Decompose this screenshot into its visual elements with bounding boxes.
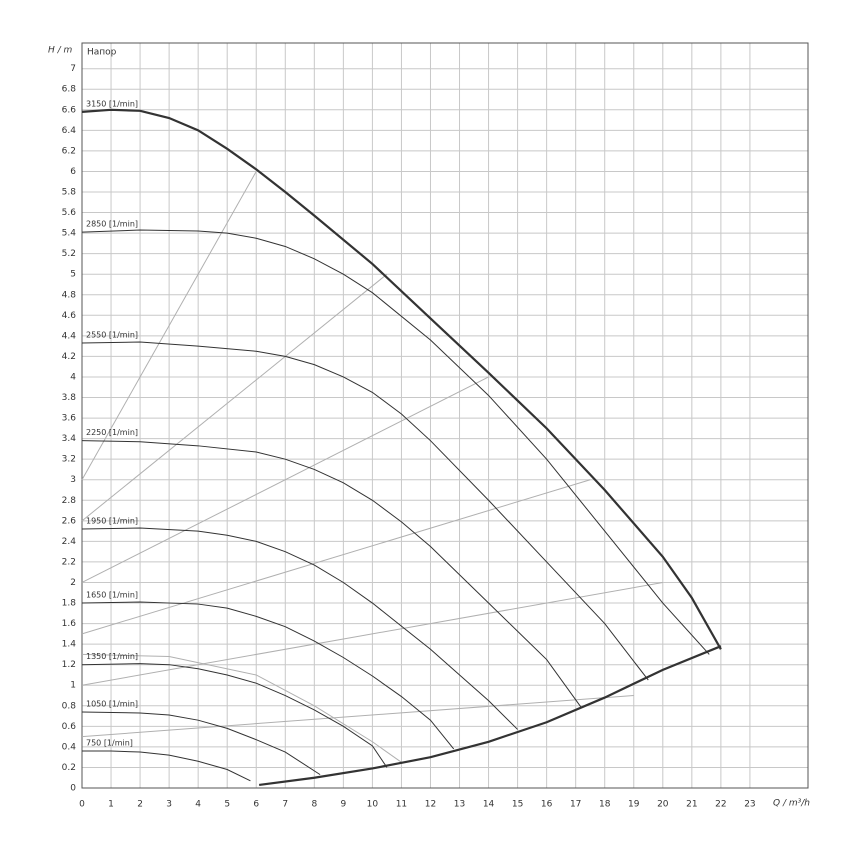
y-tick-label: 3 bbox=[70, 475, 76, 485]
speed-curve bbox=[81, 108, 722, 650]
y-tick-label: 0.6 bbox=[62, 722, 77, 732]
y-tick-label: 1.6 bbox=[62, 619, 77, 629]
x-tick-label: 7 bbox=[282, 800, 288, 810]
y-tick-label: 5.6 bbox=[62, 208, 77, 218]
y-tick-label: 2 bbox=[70, 578, 76, 588]
y-tick-label: 4.8 bbox=[62, 290, 77, 300]
y-tick-label: 2.6 bbox=[62, 516, 77, 526]
speed-curve bbox=[81, 601, 455, 750]
x-tick-label: 19 bbox=[628, 800, 640, 810]
x-tick-label: 5 bbox=[224, 800, 230, 810]
curve-label: 1950 [1/min] bbox=[86, 517, 138, 526]
y-tick-label: 4 bbox=[70, 372, 76, 382]
x-tick-label: 10 bbox=[367, 800, 379, 810]
y-tick-label: 0.2 bbox=[62, 763, 76, 773]
x-tick-label: 23 bbox=[744, 800, 755, 810]
guide-line bbox=[81, 695, 634, 738]
guide-line bbox=[81, 376, 489, 583]
guide-line bbox=[81, 581, 663, 686]
x-tick-label: 3 bbox=[166, 800, 172, 810]
guide-line bbox=[81, 479, 591, 635]
x-tick-label: 21 bbox=[686, 800, 697, 810]
curve-label: 2550 [1/min] bbox=[86, 331, 138, 340]
curve-label: 750 [1/min] bbox=[86, 739, 133, 748]
y-tick-label: 5.4 bbox=[62, 229, 77, 239]
x-tick-label: 9 bbox=[340, 800, 346, 810]
speed-curve bbox=[81, 527, 518, 730]
y-tick-label: 1.4 bbox=[62, 640, 77, 650]
x-tick-label: 17 bbox=[570, 800, 581, 810]
speed-curve bbox=[81, 341, 649, 681]
y-tick-label: 1 bbox=[70, 681, 76, 691]
guide-line bbox=[81, 273, 388, 522]
x-tick-label: 2 bbox=[137, 800, 143, 810]
x-axis-label: Q / m³/h bbox=[773, 799, 810, 809]
speed-curve bbox=[81, 440, 582, 709]
guide-line bbox=[81, 653, 402, 763]
speed-curve bbox=[81, 711, 321, 776]
boundary-curve bbox=[259, 645, 722, 787]
y-tick-label: 4.6 bbox=[62, 311, 77, 321]
x-tick-label: 18 bbox=[599, 800, 611, 810]
annotation: Напор bbox=[87, 48, 117, 58]
y-tick-label: 6.2 bbox=[62, 146, 76, 156]
x-tick-label: 20 bbox=[657, 800, 669, 810]
speed-curve bbox=[81, 663, 388, 768]
curve-label: 1350 [1/min] bbox=[86, 652, 138, 661]
y-tick-label: 3.6 bbox=[62, 414, 77, 424]
x-tick-label: 16 bbox=[541, 800, 553, 810]
curve-label: 1650 [1/min] bbox=[86, 591, 138, 600]
x-tick-label: 22 bbox=[715, 800, 726, 810]
curve-label: 1050 [1/min] bbox=[86, 699, 138, 708]
y-tick-label: 6.6 bbox=[62, 105, 77, 115]
speed-curve bbox=[81, 229, 710, 655]
curve-label: 3150 [1/min] bbox=[86, 99, 138, 108]
curve-label: 2250 [1/min] bbox=[86, 428, 138, 437]
x-tick-label: 12 bbox=[425, 800, 436, 810]
y-tick-label: 2.2 bbox=[62, 557, 76, 567]
x-tick-label: 6 bbox=[253, 800, 259, 810]
y-tick-label: 0.4 bbox=[62, 742, 77, 752]
y-tick-label: 0.8 bbox=[62, 701, 77, 711]
x-tick-label: 15 bbox=[512, 800, 523, 810]
y-tick-label: 6.8 bbox=[62, 85, 77, 95]
y-tick-label: 2.4 bbox=[62, 537, 77, 547]
y-tick-label: 0 bbox=[70, 784, 76, 794]
y-tick-label: 5.8 bbox=[62, 188, 77, 198]
y-tick-label: 1.8 bbox=[62, 599, 77, 609]
y-tick-label: 6.4 bbox=[62, 126, 77, 136]
y-tick-label: 2.8 bbox=[62, 496, 77, 506]
y-tick-label: 6 bbox=[70, 167, 76, 177]
y-tick-label: 4.4 bbox=[62, 331, 77, 341]
y-tick-label: 1.2 bbox=[62, 660, 76, 670]
x-tick-label: 0 bbox=[79, 800, 85, 810]
y-tick-label: 5 bbox=[70, 270, 76, 280]
guide-line bbox=[81, 171, 257, 480]
y-tick-label: 4.2 bbox=[62, 352, 76, 362]
x-tick-label: 8 bbox=[311, 800, 317, 810]
curve-label: 2850 [1/min] bbox=[86, 220, 138, 229]
plot-frame bbox=[81, 42, 809, 789]
x-tick-label: 11 bbox=[396, 800, 407, 810]
y-tick-label: 3.2 bbox=[62, 455, 76, 465]
speed-curve bbox=[82, 750, 251, 782]
x-tick-label: 13 bbox=[454, 800, 465, 810]
y-tick-label: 3.4 bbox=[62, 434, 77, 444]
x-tick-label: 14 bbox=[483, 800, 495, 810]
x-tick-label: 1 bbox=[108, 800, 114, 810]
y-tick-label: 5.2 bbox=[62, 249, 76, 259]
y-axis-label: H / m bbox=[48, 46, 73, 56]
y-tick-label: 7 bbox=[70, 64, 76, 74]
y-tick-label: 3.8 bbox=[62, 393, 77, 403]
x-tick-label: 4 bbox=[195, 800, 201, 810]
